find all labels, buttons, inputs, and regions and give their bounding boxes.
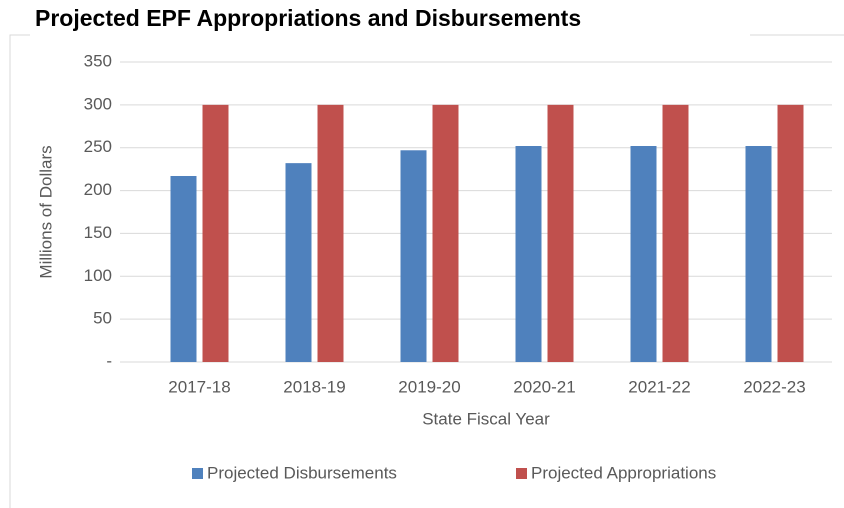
- bar: [285, 163, 312, 362]
- bar: [317, 104, 344, 362]
- y-tick-label: 250: [84, 137, 112, 156]
- y-tick-label: -: [106, 351, 112, 370]
- bar: [547, 104, 574, 362]
- x-tick-label: 2019-20: [398, 377, 460, 396]
- bar: [777, 104, 804, 362]
- x-tick-label: 2021-22: [628, 377, 690, 396]
- bar: [202, 104, 229, 362]
- x-tick-label: 2022-23: [743, 377, 805, 396]
- legend-swatch: [192, 468, 203, 479]
- bar: [745, 146, 772, 362]
- y-tick-label: 200: [84, 180, 112, 199]
- legend-swatch: [516, 468, 527, 479]
- bar: [400, 150, 427, 362]
- y-tick-label: 50: [93, 309, 112, 328]
- x-tick-label: 2017-18: [168, 377, 230, 396]
- y-axis-label: Millions of Dollars: [36, 145, 55, 278]
- y-tick-label: 100: [84, 266, 112, 285]
- chart-border: [9, 34, 844, 508]
- bar: [432, 104, 459, 362]
- bar: [662, 104, 689, 362]
- legend-label: Projected Disbursements: [207, 463, 397, 482]
- x-axis-label: State Fiscal Year: [422, 409, 550, 428]
- x-tick-label: 2018-19: [283, 377, 345, 396]
- bar: [515, 146, 542, 362]
- chart-title: Projected EPF Appropriations and Disburs…: [35, 5, 581, 31]
- bar: [170, 176, 197, 362]
- legend-label: Projected Appropriations: [531, 463, 716, 482]
- title-background: [30, 4, 750, 36]
- y-tick-label: 350: [84, 51, 112, 70]
- bar: [630, 146, 657, 362]
- x-tick-label: 2020-21: [513, 377, 575, 396]
- y-tick-label: 300: [84, 94, 112, 113]
- y-tick-label: 150: [84, 223, 112, 242]
